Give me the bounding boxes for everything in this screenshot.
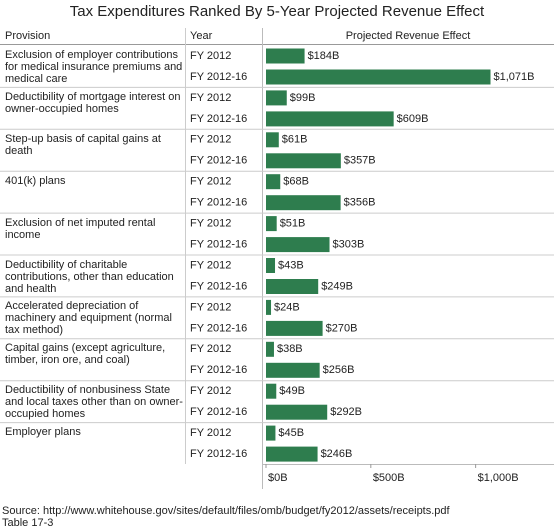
source: Source: http://www.whitehouse.gov/sites/… bbox=[2, 505, 450, 517]
value-label: $1,071B bbox=[494, 71, 535, 83]
year-label: FY 2012-16 bbox=[190, 406, 247, 418]
value-label: $45B bbox=[278, 427, 304, 439]
provision: Accelerated depreciation of machinery an… bbox=[5, 300, 172, 337]
bar bbox=[266, 216, 277, 232]
provision: Capital gains (except agriculture, timbe… bbox=[5, 342, 166, 367]
year-label: FY 2012 bbox=[190, 427, 231, 439]
value-label: $24B bbox=[274, 301, 300, 313]
value-label: $43B bbox=[278, 259, 304, 271]
bar bbox=[266, 425, 276, 441]
provision: Exclusion of net imputed rental income bbox=[5, 216, 156, 241]
bar bbox=[266, 279, 319, 294]
bar bbox=[266, 446, 318, 462]
value-label: $51B bbox=[280, 218, 306, 230]
value-label: $270B bbox=[326, 322, 358, 334]
year-label: FY 2012 bbox=[190, 218, 231, 230]
value-label: $292B bbox=[330, 406, 362, 418]
provision: Deductibility of nonbusiness State and l… bbox=[5, 384, 183, 421]
value-label: $61B bbox=[282, 134, 308, 146]
year-label: FY 2012 bbox=[190, 385, 231, 397]
bar bbox=[266, 132, 279, 148]
bar bbox=[266, 90, 287, 106]
provision: Employer plans bbox=[5, 426, 81, 439]
value-label: $99B bbox=[290, 92, 316, 104]
year-label: FY 2012 bbox=[190, 92, 231, 104]
year-label: FY 2012 bbox=[190, 176, 231, 188]
header: Provision bbox=[5, 30, 50, 42]
year-label: FY 2012 bbox=[190, 50, 231, 62]
value-label: $303B bbox=[333, 239, 365, 251]
bar bbox=[266, 341, 274, 357]
bar bbox=[266, 258, 276, 273]
bar bbox=[266, 153, 341, 169]
bar bbox=[266, 404, 328, 420]
year-label: FY 2012 bbox=[190, 259, 231, 271]
bar bbox=[266, 299, 272, 315]
year-label: FY 2012 bbox=[190, 343, 231, 355]
value-label: $609B bbox=[397, 113, 429, 125]
bar bbox=[266, 69, 491, 85]
value-label: $357B bbox=[344, 155, 376, 167]
year-label: FY 2012-16 bbox=[190, 280, 247, 292]
year-label: FY 2012-16 bbox=[190, 239, 247, 251]
header: Projected Revenue Effect bbox=[346, 30, 471, 42]
bar bbox=[266, 48, 305, 64]
value-label: $49B bbox=[279, 385, 305, 397]
bar bbox=[266, 320, 323, 336]
year-label: FY 2012 bbox=[190, 301, 231, 313]
header: Year bbox=[190, 30, 213, 42]
value-label: $68B bbox=[283, 176, 309, 188]
bar bbox=[266, 362, 320, 378]
bar bbox=[266, 174, 281, 190]
provision: Exclusion of employer contributions for … bbox=[5, 49, 183, 85]
x-tick-label: $0B bbox=[268, 472, 288, 484]
year-label: FY 2012-16 bbox=[190, 322, 247, 334]
bar bbox=[266, 237, 330, 253]
bar bbox=[266, 111, 394, 127]
year-label: FY 2012-16 bbox=[190, 364, 247, 376]
value-label: $38B bbox=[277, 343, 303, 355]
year-label: FY 2012-16 bbox=[190, 197, 247, 209]
bar bbox=[266, 383, 277, 399]
value-label: $184B bbox=[308, 50, 340, 62]
provision: Deductibility of charitable contribution… bbox=[5, 258, 174, 295]
year-label: FY 2012-16 bbox=[190, 155, 247, 167]
x-tick-label: $1,000B bbox=[478, 472, 519, 484]
value-label: $249B bbox=[321, 280, 353, 292]
provision: Step-up basis of capital gains at death bbox=[5, 132, 161, 157]
value-label: $256B bbox=[323, 364, 355, 376]
year-label: FY 2012-16 bbox=[190, 71, 247, 83]
chart-title: Tax Expenditures Ranked By 5-Year Projec… bbox=[70, 3, 485, 20]
provision: 401(k) plans bbox=[5, 174, 66, 187]
value-label: $246B bbox=[321, 448, 353, 460]
x-tick-label: $500B bbox=[373, 472, 405, 484]
year-label: FY 2012-16 bbox=[190, 448, 247, 460]
provision: Deductibility of mortgage interest on ow… bbox=[5, 90, 181, 115]
note: Table 17-3 bbox=[2, 517, 54, 529]
year-label: FY 2012 bbox=[190, 134, 231, 146]
bar bbox=[266, 195, 341, 211]
year-label: FY 2012-16 bbox=[190, 113, 247, 125]
value-label: $356B bbox=[344, 197, 376, 209]
